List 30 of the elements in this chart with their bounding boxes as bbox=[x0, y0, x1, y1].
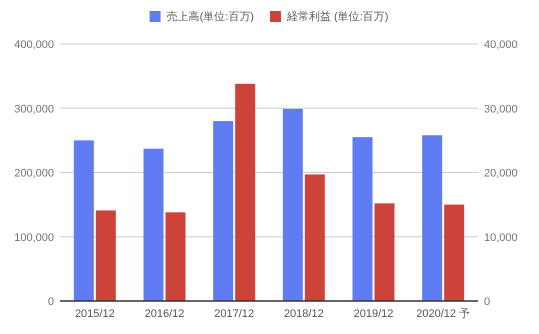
y-tick-label: 400,000 bbox=[14, 39, 54, 51]
y-tick-label: 200,000 bbox=[14, 168, 54, 180]
bar bbox=[166, 212, 186, 301]
y2-tick-label: 0 bbox=[484, 296, 490, 308]
bar bbox=[96, 210, 116, 301]
x-tick-label: 2017/12 bbox=[214, 308, 254, 320]
legend-label: 経常利益 (単位:百万) bbox=[286, 10, 388, 23]
x-tick-label: 2019/12 bbox=[354, 308, 394, 320]
x-tick-label: 2016/12 bbox=[144, 308, 184, 320]
x-tick-label: 2015/12 bbox=[74, 308, 115, 320]
y-tick-label: 100,000 bbox=[14, 232, 54, 244]
y2-tick-label: 30,000 bbox=[484, 103, 518, 116]
bar bbox=[422, 135, 442, 301]
bar bbox=[144, 148, 164, 301]
bar bbox=[444, 204, 464, 301]
bar bbox=[74, 140, 94, 301]
y2-tick-label: 10,000 bbox=[484, 232, 518, 244]
y2-tick-label: 20,000 bbox=[484, 168, 518, 180]
x-tick-label: 2018/12 bbox=[284, 308, 324, 320]
bar bbox=[235, 84, 256, 301]
y-tick-label: 0 bbox=[48, 296, 54, 308]
bar bbox=[304, 174, 325, 301]
bar bbox=[352, 137, 372, 301]
y-tick-label: 300,000 bbox=[14, 103, 54, 116]
y2-tick-label: 40,000 bbox=[484, 39, 518, 51]
x-tick-label: 2020/12 予 bbox=[416, 308, 470, 320]
bar bbox=[374, 203, 394, 301]
bar bbox=[282, 108, 303, 301]
bar bbox=[213, 121, 234, 301]
legend-label: 売上高(単位:百万) bbox=[166, 10, 254, 23]
